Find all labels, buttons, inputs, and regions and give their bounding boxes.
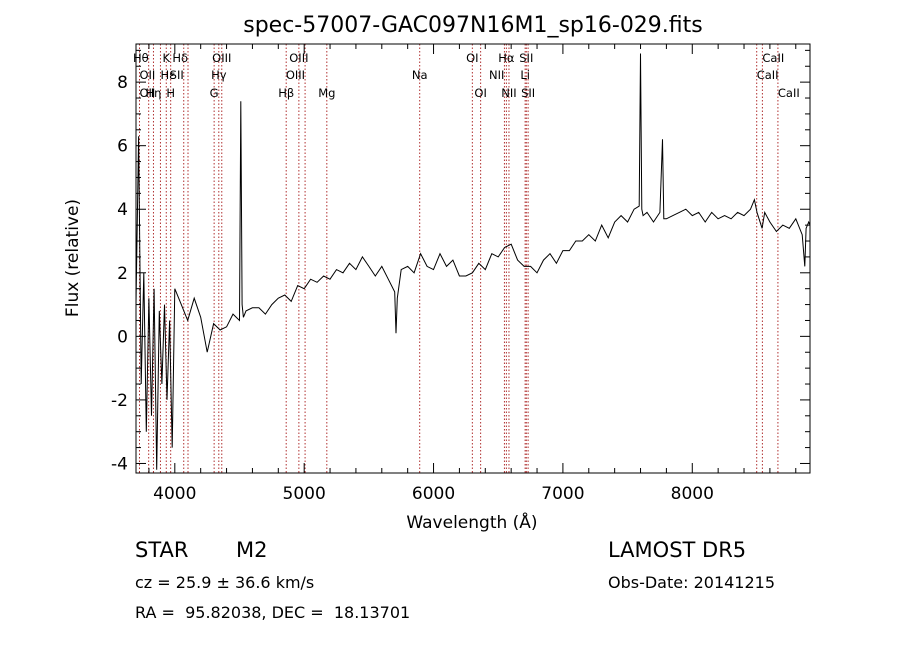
y-tick-label-4: 4	[117, 200, 128, 220]
line-label-9: OII	[139, 68, 155, 82]
line-label-15: Li	[520, 68, 530, 82]
line-label-18: Hη	[145, 86, 161, 100]
object-subclass: M2	[236, 538, 268, 562]
line-label-16: CaII	[757, 68, 779, 82]
y-tick-label--4: -4	[111, 454, 128, 474]
x-tick-label-5000: 5000	[283, 484, 326, 504]
line-label-20: G	[210, 86, 219, 100]
x-tick-label-6000: 6000	[412, 484, 455, 504]
line-label-21: Hβ	[278, 86, 294, 100]
line-label-0: Hθ	[133, 51, 149, 65]
line-label-2: Hδ	[172, 51, 188, 65]
line-label-11: SII	[170, 68, 184, 82]
sky-coordinates: RA = 95.82038, DEC = 18.13701	[135, 603, 411, 622]
observation-date: Obs-Date: 20141215	[608, 573, 776, 592]
line-label-8: CaII	[762, 51, 784, 65]
line-label-24: OI	[474, 86, 486, 100]
chart-title: spec-57007-GAC097N16M1_sp16-029.fits	[243, 13, 703, 38]
line-label-17: OII	[139, 86, 155, 100]
spectral-line-markers	[138, 44, 779, 473]
line-label-13: OIII	[286, 68, 305, 82]
y-axis-label: Flux (relative)	[63, 199, 83, 317]
spectrum-line	[135, 53, 811, 470]
y-tick-label-8: 8	[117, 73, 128, 93]
y-axis-ticks: -4 -2 0 2 4 6 8	[111, 49, 810, 474]
line-label-1: K	[162, 51, 170, 65]
y-tick-label-0: 0	[117, 327, 128, 347]
line-label-10: Hε	[160, 68, 175, 82]
line-label-27: CaII	[778, 86, 800, 100]
line-label-22: Mg	[318, 86, 335, 100]
line-label-23: Na	[412, 68, 428, 82]
line-label-5: OI	[466, 51, 478, 65]
redshift-velocity: cz = 25.9 ± 36.6 km/s	[135, 573, 315, 592]
line-label-7: SII	[519, 51, 533, 65]
x-tick-label-7000: 7000	[541, 484, 584, 504]
x-axis-label: Wavelength (Å)	[406, 511, 537, 533]
x-axis-ticks: 4000 5000 6000 7000 8000	[148, 44, 797, 504]
x-tick-label-8000: 8000	[671, 484, 714, 504]
survey-name: LAMOST DR5	[608, 538, 747, 562]
x-tick-label-4000: 4000	[153, 484, 196, 504]
object-class: STAR	[135, 538, 189, 562]
line-label-3: OIII	[212, 51, 231, 65]
line-label-4: OIII	[289, 51, 308, 65]
y-tick-label--2: -2	[111, 391, 128, 411]
line-label-26: SII	[521, 86, 535, 100]
plot-frame	[135, 43, 811, 474]
line-label-6: Hα	[498, 51, 515, 65]
y-tick-label-2: 2	[117, 264, 128, 284]
line-label-12: Hγ	[211, 68, 227, 82]
y-tick-label-6: 6	[117, 137, 128, 157]
line-label-19: H	[166, 86, 175, 100]
line-label-14: NII	[489, 68, 504, 82]
line-label-25: NII	[501, 86, 516, 100]
